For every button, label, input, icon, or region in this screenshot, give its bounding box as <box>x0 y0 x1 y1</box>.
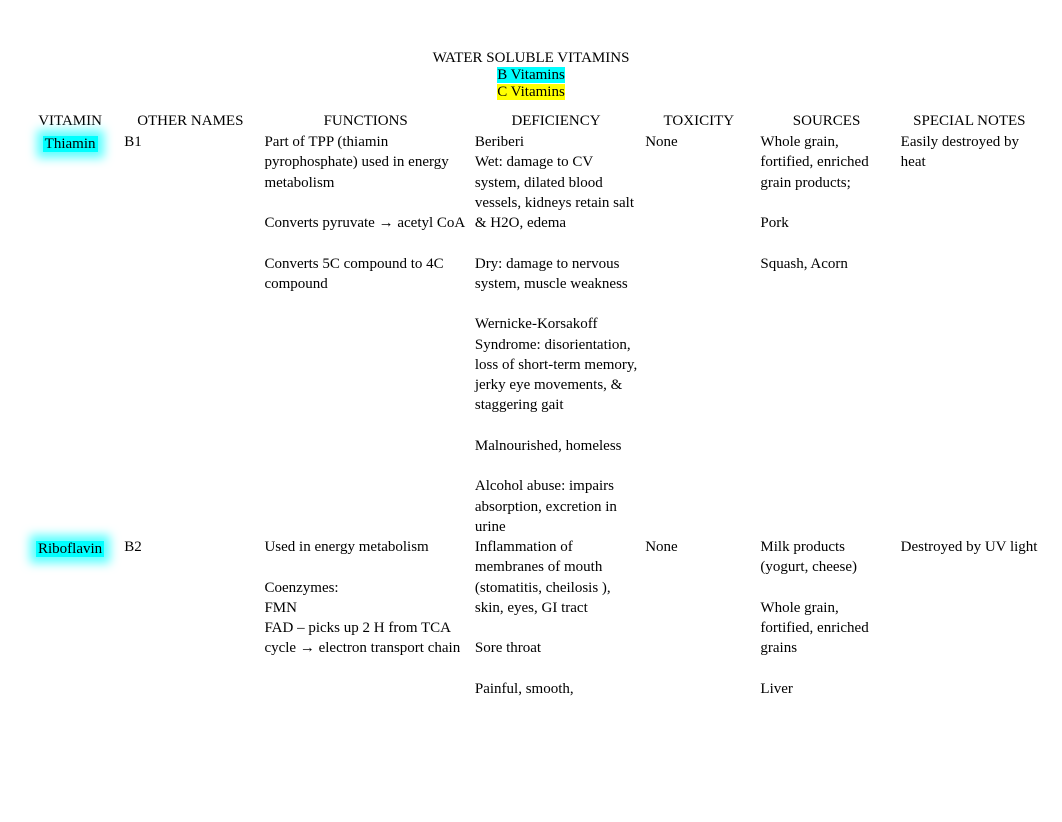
table-row: Riboflavin B2 Used in energy metabolism … <box>20 537 1042 699</box>
header-subtitle-2: C Vitamins <box>20 84 1042 101</box>
vitamin-name-label: Thiamin <box>43 136 98 152</box>
cell-other: B1 <box>120 132 260 537</box>
page-title: WATER SOLUBLE VITAMINS <box>20 50 1042 67</box>
col-header-functions: FUNCTIONS <box>260 111 470 132</box>
cell-deficiency: Inflammation of membranes of mouth (stom… <box>471 537 641 699</box>
vitamin-name-label: Riboflavin <box>36 541 104 557</box>
cell-functions: Used in energy metabolism Coenzymes: FMN… <box>260 537 470 699</box>
c-vitamins-label: C Vitamins <box>497 84 565 100</box>
cell-sources: Milk products (yogurt, cheese) Whole gra… <box>756 537 896 699</box>
table-header-row: VITAMIN OTHER NAMES FUNCTIONS DEFICIENCY… <box>20 111 1042 132</box>
document-header: WATER SOLUBLE VITAMINS B Vitamins C Vita… <box>20 50 1042 101</box>
col-header-other: OTHER NAMES <box>120 111 260 132</box>
col-header-toxicity: TOXICITY <box>641 111 756 132</box>
cell-deficiency: Beriberi Wet: damage to CV system, dilat… <box>471 132 641 537</box>
col-header-sources: SOURCES <box>756 111 896 132</box>
header-subtitle-1: B Vitamins <box>20 67 1042 84</box>
cell-toxicity: None <box>641 537 756 699</box>
col-header-vitamin: VITAMIN <box>20 111 120 132</box>
cell-vitamin: Riboflavin <box>20 537 120 699</box>
cell-sources: Whole grain, fortified, enriched grain p… <box>756 132 896 537</box>
table-row: Thiamin B1 Part of TPP (thiamin pyrophos… <box>20 132 1042 537</box>
cell-other: B2 <box>120 537 260 699</box>
cell-notes: Destroyed by UV light <box>897 537 1042 699</box>
cell-functions: Part of TPP (thiamin pyrophosphate) used… <box>260 132 470 537</box>
document-page: WATER SOLUBLE VITAMINS B Vitamins C Vita… <box>0 0 1062 699</box>
cell-vitamin: Thiamin <box>20 132 120 537</box>
col-header-deficiency: DEFICIENCY <box>471 111 641 132</box>
cell-toxicity: None <box>641 132 756 537</box>
col-header-notes: SPECIAL NOTES <box>897 111 1042 132</box>
vitamins-table: VITAMIN OTHER NAMES FUNCTIONS DEFICIENCY… <box>20 111 1042 699</box>
cell-notes: Easily destroyed by heat <box>897 132 1042 537</box>
b-vitamins-label: B Vitamins <box>497 67 565 83</box>
